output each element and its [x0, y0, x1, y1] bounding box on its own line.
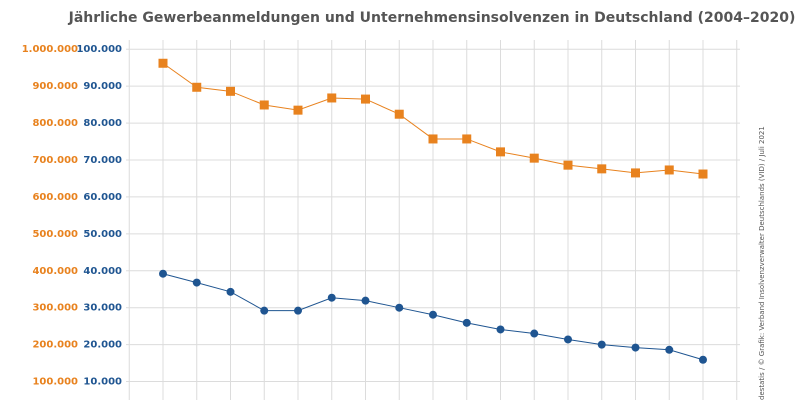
point-marker: [192, 82, 202, 92]
point-marker: [631, 343, 640, 352]
point-marker: [429, 310, 437, 319]
point-marker: [226, 287, 235, 296]
point-marker: [664, 165, 674, 175]
point-marker: [665, 345, 674, 354]
y-tick-label: 900.000: [32, 81, 78, 92]
y-tick-label: 300.000: [32, 303, 78, 314]
point-marker: [496, 325, 505, 334]
y2-tick-label: 40.000: [83, 266, 122, 277]
y-tick-label: 200.000: [32, 340, 78, 351]
point-marker: [226, 86, 235, 96]
y2-tick-label: 80.000: [83, 118, 122, 129]
point-marker: [597, 164, 607, 174]
point-marker: [564, 335, 572, 344]
point-marker: [260, 306, 269, 315]
point-marker: [462, 318, 471, 327]
y2-tick-label: 30.000: [83, 303, 122, 314]
point-marker: [192, 278, 201, 287]
y2-tick-label: 10.000: [83, 377, 122, 388]
point-marker: [462, 134, 472, 144]
y-tick-label: 800.000: [32, 118, 78, 129]
point-marker: [293, 105, 303, 115]
point-marker: [327, 93, 337, 103]
y-tick-label: 600.000: [32, 192, 78, 203]
y-tick-label: 500.000: [32, 229, 78, 240]
point-marker: [530, 329, 539, 338]
point-marker: [158, 58, 168, 68]
point-marker: [361, 94, 370, 104]
chart-title: Jährliche Gewerbeanmeldungen und Unterne…: [68, 10, 796, 26]
point-marker: [699, 355, 707, 364]
point-marker: [529, 153, 539, 163]
source-note: destatis / © Grafik: Verband Insolvenzve…: [758, 126, 766, 400]
y2-tick-label: 50.000: [83, 229, 122, 240]
point-marker: [698, 169, 708, 179]
y-tick-label: 400.000: [32, 266, 78, 277]
point-marker: [597, 340, 606, 349]
point-marker: [327, 293, 336, 302]
y2-tick-label: 60.000: [83, 192, 122, 203]
y-tick-label: 100.000: [32, 377, 78, 388]
point-marker: [394, 109, 404, 119]
point-marker: [361, 296, 370, 305]
point-marker: [395, 303, 404, 312]
point-marker: [496, 147, 505, 157]
point-marker: [631, 168, 640, 178]
y2-tick-label: 100.000: [76, 44, 122, 55]
y-tick-label: 1.000.000: [22, 44, 78, 55]
point-marker: [428, 134, 438, 144]
point-marker: [259, 100, 269, 110]
point-marker: [563, 160, 573, 170]
y-tick-label: 700.000: [32, 155, 78, 166]
y2-tick-label: 70.000: [83, 155, 122, 166]
point-marker: [159, 269, 167, 278]
y2-tick-label: 20.000: [83, 340, 122, 351]
y2-tick-label: 90.000: [83, 81, 122, 92]
point-marker: [294, 306, 302, 315]
